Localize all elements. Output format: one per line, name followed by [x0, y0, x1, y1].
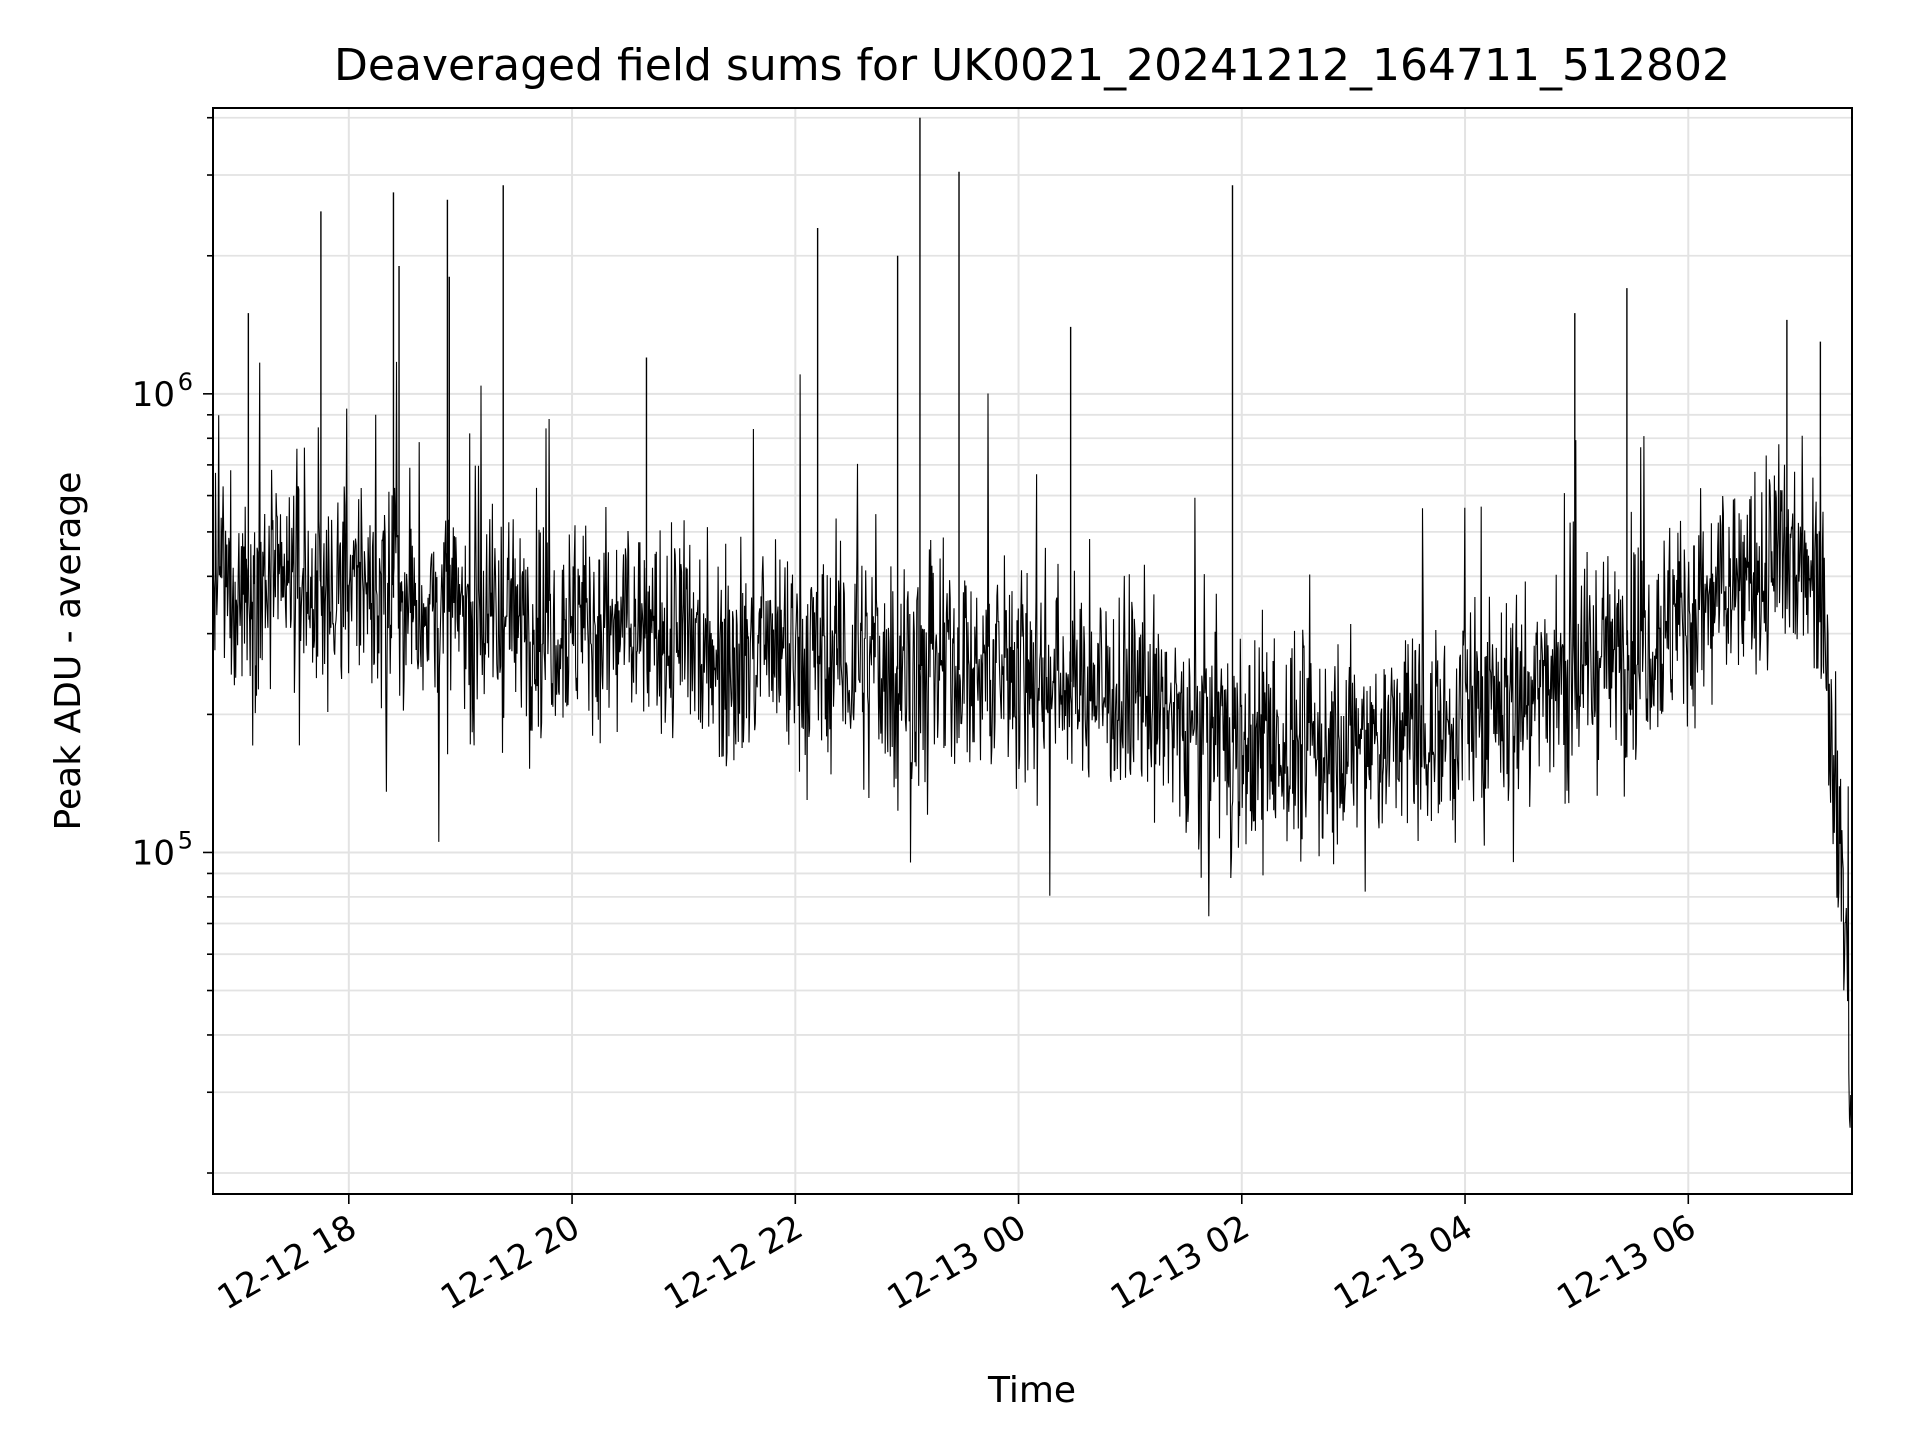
x-axis-label: Time — [987, 1370, 1076, 1411]
series-group — [212, 117, 1853, 1139]
y-tick-label: 10 — [132, 833, 175, 873]
y-tick-exponent: 6 — [178, 368, 193, 396]
chart-title: Deaveraged field sums for UK0021_2024121… — [334, 40, 1730, 91]
plot-frame — [212, 107, 1853, 1195]
y-axis-label: Peak ADU - average — [48, 472, 89, 831]
y-tick-label: 10 — [132, 375, 175, 415]
series-line — [212, 361, 1853, 1139]
y-tick-exponent: 5 — [178, 826, 193, 854]
